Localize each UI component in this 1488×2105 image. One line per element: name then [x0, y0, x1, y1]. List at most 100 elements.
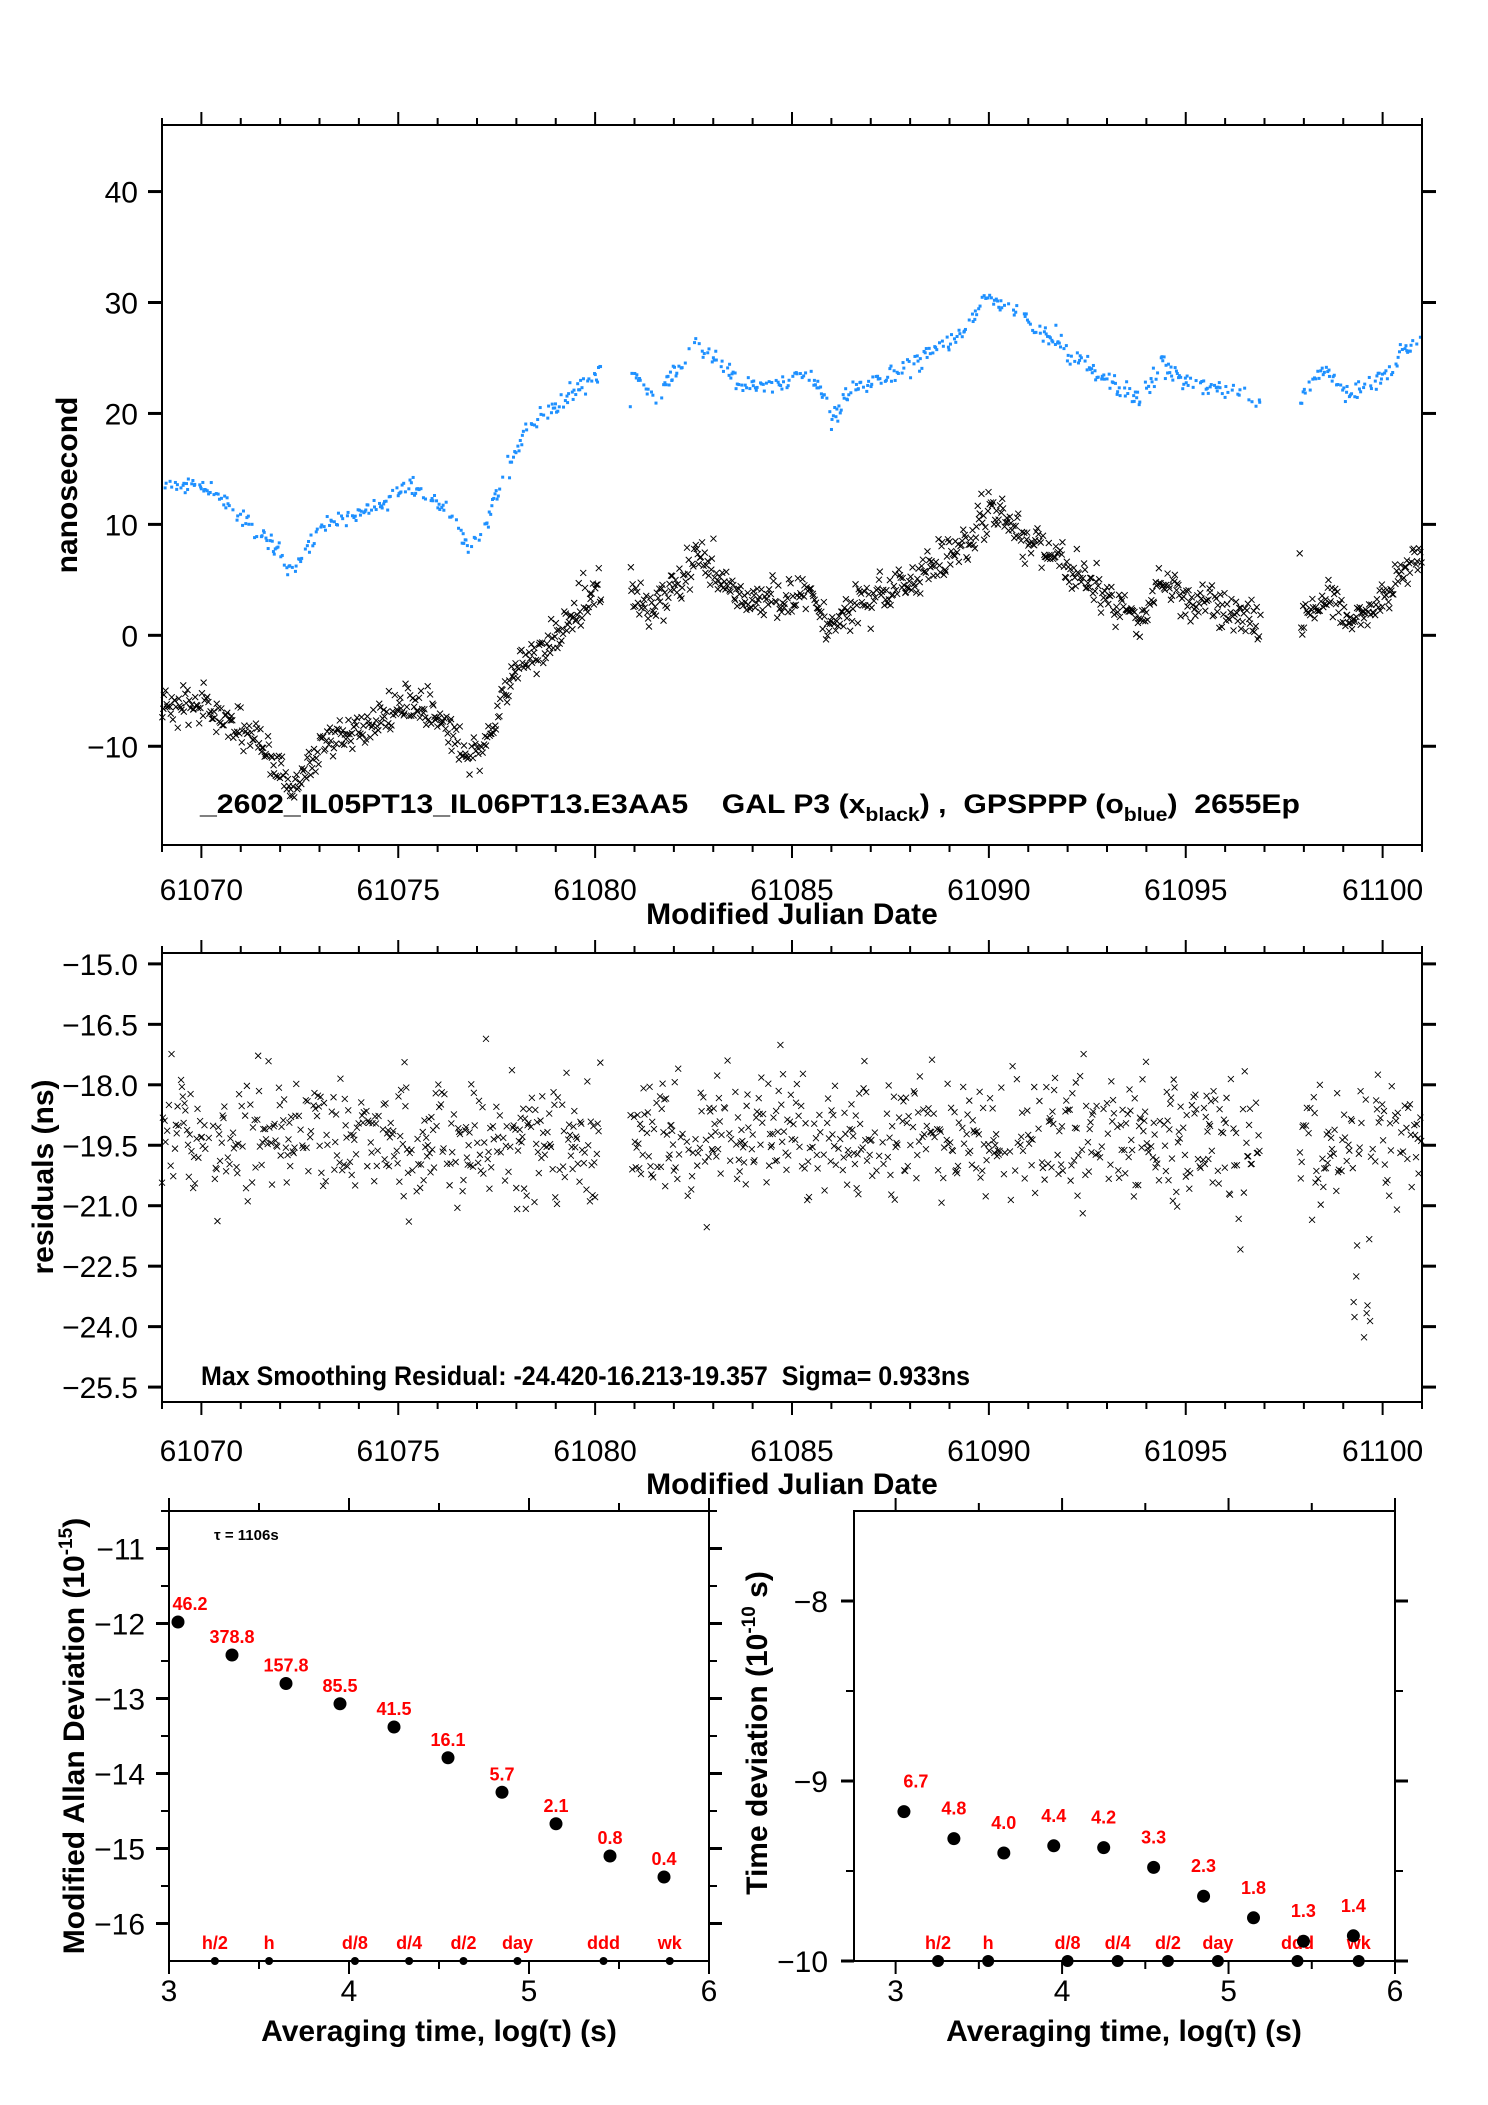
residual-point — [186, 1131, 194, 1138]
residual-point — [1394, 1109, 1402, 1117]
blue-o-point — [506, 454, 510, 458]
residual-point — [750, 1158, 757, 1166]
residual-point — [480, 1139, 488, 1146]
black-x-point — [1306, 611, 1314, 619]
black-x-point — [883, 586, 890, 594]
black-x-point — [1139, 617, 1147, 625]
blue-o-point — [1200, 379, 1204, 383]
data-point-label: 378.8 — [209, 1627, 254, 1647]
black-x-point — [444, 739, 452, 746]
residual-point — [972, 1164, 980, 1172]
residual-point — [1170, 1076, 1178, 1083]
residual-point — [688, 1172, 696, 1180]
blue-o-point — [791, 374, 795, 378]
black-x-point — [579, 569, 587, 577]
residual-point — [1049, 1108, 1056, 1115]
blue-o-point — [596, 380, 600, 384]
residual-point — [1393, 1206, 1401, 1213]
residual-point — [330, 1093, 337, 1101]
residual-point — [880, 1160, 887, 1168]
black-x-point — [1250, 607, 1258, 615]
residual-point — [816, 1111, 823, 1119]
residual-point — [271, 1120, 278, 1128]
residual-point — [363, 1162, 371, 1170]
black-x-point — [749, 587, 757, 595]
black-x-point — [861, 588, 868, 595]
blue-o-point — [1373, 379, 1377, 383]
blue-o-point — [644, 387, 648, 391]
residual-point — [959, 1083, 967, 1091]
black-x-point — [1037, 539, 1045, 546]
blue-o-point — [1083, 359, 1087, 363]
blue-o-point — [1359, 390, 1363, 394]
black-x-point — [936, 561, 943, 569]
residual-point — [1302, 1122, 1310, 1130]
blue-o-point — [1243, 386, 1247, 390]
blue-o-point — [737, 383, 741, 387]
black-x-point — [1166, 585, 1173, 592]
blue-o-point — [207, 492, 211, 496]
blue-o-point — [209, 481, 213, 485]
residual-point — [299, 1142, 306, 1149]
residual-point — [965, 1097, 973, 1104]
residual-point — [643, 1129, 651, 1137]
residual-point — [976, 1088, 983, 1096]
y-tick-label: −15 — [94, 1834, 145, 1867]
black-x-point — [976, 510, 984, 517]
black-x-point — [676, 565, 683, 572]
x-tick-label: 4 — [341, 1975, 358, 2008]
black-x-point — [978, 519, 986, 527]
blue-o-point — [465, 544, 469, 548]
black-x-point — [820, 598, 828, 606]
black-x-point — [349, 745, 356, 753]
x-tick-label: 61075 — [357, 1435, 440, 1468]
black-x-point — [758, 586, 765, 593]
blue-o-point — [299, 560, 303, 564]
residual-point — [535, 1169, 543, 1177]
black-x-point — [588, 590, 595, 598]
blue-o-point — [740, 383, 744, 387]
residual-point — [178, 1083, 186, 1091]
annotation-mid: ) , GPSPPP (o — [920, 789, 1124, 819]
black-x-point — [595, 564, 603, 572]
residual-point — [584, 1141, 592, 1149]
residual-point — [687, 1186, 695, 1193]
blue-o-point — [633, 371, 637, 375]
x-tick-label: 3 — [887, 1975, 904, 2008]
residual-point — [306, 1133, 314, 1141]
blue-o-point — [282, 563, 286, 567]
blue-o-point — [1303, 391, 1307, 395]
black-x-point — [916, 590, 924, 597]
black-x-point — [339, 727, 347, 734]
black-x-point — [904, 584, 912, 592]
residual-point — [1137, 1115, 1145, 1123]
blue-o-point — [535, 425, 539, 429]
black-x-point — [575, 579, 583, 587]
black-x-point — [787, 579, 794, 587]
residual-point — [758, 1074, 765, 1081]
blue-o-point — [473, 536, 477, 540]
blue-o-point — [822, 393, 826, 397]
residual-point — [863, 1157, 871, 1164]
y-tick-label: −11 — [96, 1534, 145, 1567]
residual-point — [674, 1175, 681, 1183]
residual-point — [284, 1151, 291, 1159]
residual-point — [462, 1123, 470, 1131]
residual-point — [243, 1082, 251, 1090]
residual-point — [1325, 1128, 1332, 1136]
black-x-point — [628, 587, 635, 595]
blue-o-point — [319, 525, 323, 529]
residual-point — [887, 1171, 894, 1179]
residual-point — [1252, 1099, 1260, 1106]
blue-o-point — [988, 293, 992, 297]
blue-o-point — [168, 479, 172, 483]
black-x-point — [965, 541, 973, 549]
residual-point — [1183, 1111, 1191, 1119]
residual-point — [1001, 1149, 1009, 1156]
residual-point — [374, 1147, 382, 1155]
black-x-point — [943, 553, 951, 560]
residual-point — [234, 1169, 241, 1177]
residual-point — [593, 1150, 601, 1158]
residual-point — [1243, 1139, 1250, 1147]
